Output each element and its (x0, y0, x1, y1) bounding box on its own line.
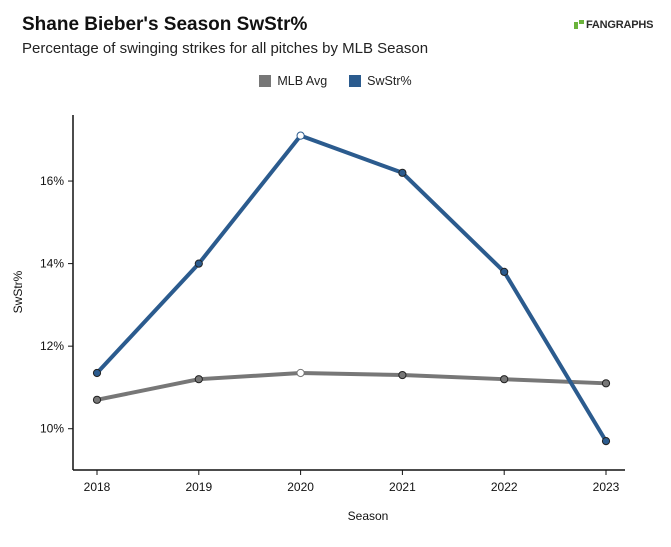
data-point-mlb-avg[interactable] (194, 375, 203, 384)
data-point-mlb-avg[interactable] (500, 375, 509, 384)
x-tick-label: 2018 (84, 480, 111, 494)
data-point-swstr[interactable] (296, 131, 305, 140)
x-tick-label: 2023 (593, 480, 620, 494)
y-axis-title: SwStr% (11, 270, 25, 313)
y-tick-label: 16% (40, 174, 64, 188)
y-tick-label: 14% (40, 257, 64, 271)
data-point-swstr[interactable] (500, 267, 509, 276)
data-point-mlb-avg[interactable] (296, 368, 305, 378)
fangraphs-logo-text: FANGRAPHS (586, 19, 654, 31)
chart-legend: MLB Avg SwStr% (0, 74, 671, 88)
legend-swatch-swstr (349, 75, 362, 87)
legend-swatch-mlb-avg (259, 75, 272, 87)
y-axis-ticks: 10% 12% 14% 16% (40, 174, 73, 436)
data-point-swstr[interactable] (398, 168, 407, 177)
fangraphs-logo[interactable]: FANGRAPHS (574, 19, 653, 31)
x-axis-ticks: 2018 2019 2020 2021 2022 2023 (84, 470, 620, 494)
series-points (92, 131, 611, 446)
x-axis-title: Season (348, 509, 389, 523)
legend-item-swstr[interactable]: SwStr% (349, 74, 412, 88)
series-line-mlb-avg (95, 370, 608, 402)
series-line-swstr (95, 133, 608, 444)
data-point-swstr[interactable] (92, 368, 102, 378)
y-tick-label: 12% (40, 339, 64, 353)
chart-title: Shane Bieber's Season SwStr% (22, 14, 308, 35)
data-point-mlb-avg[interactable] (601, 379, 611, 388)
chart-subtitle: Percentage of swinging strikes for all p… (22, 40, 429, 57)
data-point-swstr[interactable] (601, 437, 611, 446)
data-point-swstr[interactable] (194, 259, 203, 268)
legend-label-mlb-avg: MLB Avg (277, 74, 328, 88)
x-tick-label: 2022 (491, 480, 518, 494)
x-tick-label: 2021 (389, 480, 416, 494)
legend-item-mlb-avg[interactable]: MLB Avg (259, 74, 327, 88)
data-point-mlb-avg[interactable] (398, 370, 407, 380)
fangraphs-leaf-icon (574, 19, 584, 29)
y-tick-label: 10% (40, 422, 64, 436)
data-point-mlb-avg[interactable] (92, 395, 102, 404)
legend-label-swstr: SwStr% (367, 74, 412, 88)
x-tick-label: 2019 (185, 480, 212, 494)
series-lines (95, 133, 608, 444)
x-tick-label: 2020 (287, 480, 314, 494)
